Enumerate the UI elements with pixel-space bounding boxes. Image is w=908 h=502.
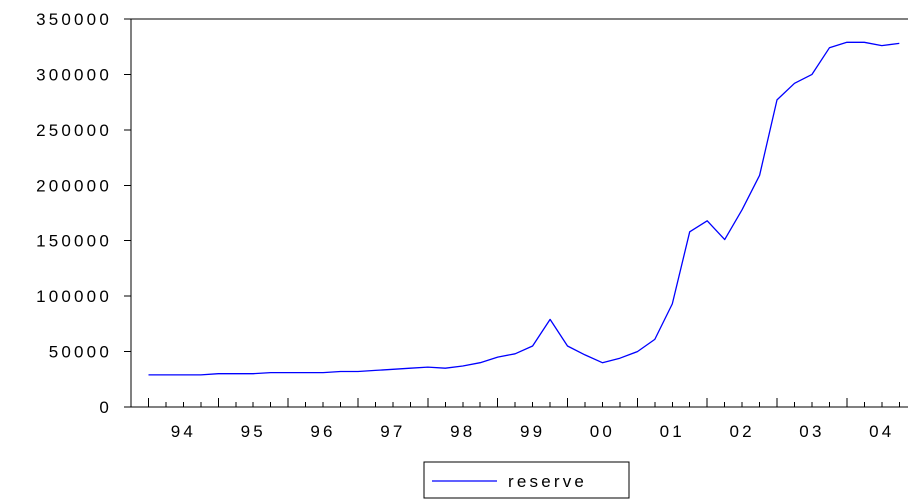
data-point [793, 82, 796, 85]
data-point [147, 373, 150, 376]
data-point [182, 373, 185, 376]
data-point [357, 370, 360, 373]
series-group [147, 41, 901, 376]
data-point [863, 41, 866, 44]
x-tick-label: 02 [729, 422, 754, 441]
data-point [252, 372, 255, 375]
data-point [653, 338, 656, 341]
data-point [287, 371, 290, 374]
data-point [426, 366, 429, 369]
data-point [618, 357, 621, 360]
y-tick-label: 0 [99, 398, 112, 417]
data-point [549, 318, 552, 321]
x-tick-label: 01 [660, 422, 685, 441]
data-point [339, 370, 342, 373]
x-tick-label: 99 [520, 422, 545, 441]
y-axis: 0 50000 100000 150000 200000 250000 300000 3500… [36, 10, 132, 417]
data-point [880, 44, 883, 47]
data-point [845, 41, 848, 44]
data-point [409, 367, 412, 370]
x-tick-label: 94 [171, 422, 196, 441]
data-point [199, 373, 202, 376]
data-point [758, 174, 761, 177]
data-point [566, 345, 569, 348]
data-point [444, 367, 447, 370]
data-point [374, 369, 377, 372]
x-tick-label: 97 [380, 422, 405, 441]
y-tick-label: 200000 [36, 176, 112, 195]
x-tick-label: 98 [450, 422, 475, 441]
data-point [531, 345, 534, 348]
data-point [479, 361, 482, 364]
x-tick-label: 00 [590, 422, 615, 441]
data-point [164, 373, 167, 376]
x-axis: 94 95 96 97 98 99 00 01 02 03 04 [131, 398, 908, 441]
legend-label-reserve: reserve [508, 472, 587, 491]
x-tick-label: 96 [310, 422, 335, 441]
x-tick-label: 03 [799, 422, 824, 441]
y-tick-label: 50000 [49, 343, 112, 362]
data-point [461, 365, 464, 368]
x-tick-label: 95 [241, 422, 266, 441]
y-tick-label: 100000 [36, 287, 112, 306]
legend-box [423, 461, 630, 499]
data-point [636, 350, 639, 353]
data-point [671, 302, 674, 305]
data-point [811, 73, 814, 76]
series-line-reserve [148, 41, 900, 376]
data-point [322, 371, 325, 374]
y-tick-label: 250000 [36, 121, 112, 140]
data-point [828, 46, 831, 49]
legend: reserve [423, 461, 630, 499]
data-point [391, 368, 394, 371]
data-point [496, 356, 499, 359]
data-point [234, 372, 237, 375]
data-point [217, 372, 220, 375]
data-point [741, 208, 744, 211]
y-tick-label: 300000 [36, 65, 112, 84]
data-point [723, 238, 726, 241]
data-point [601, 361, 604, 364]
data-point [269, 371, 272, 374]
x-tick-label: 04 [869, 422, 894, 441]
data-point [898, 42, 901, 45]
data-point [514, 352, 517, 355]
data-point [776, 98, 779, 101]
y-tick-label: 150000 [36, 232, 112, 251]
data-point [706, 219, 709, 222]
data-point [688, 230, 691, 233]
y-tick-label: 350000 [36, 10, 112, 29]
data-point [584, 353, 587, 356]
data-point [304, 371, 307, 374]
